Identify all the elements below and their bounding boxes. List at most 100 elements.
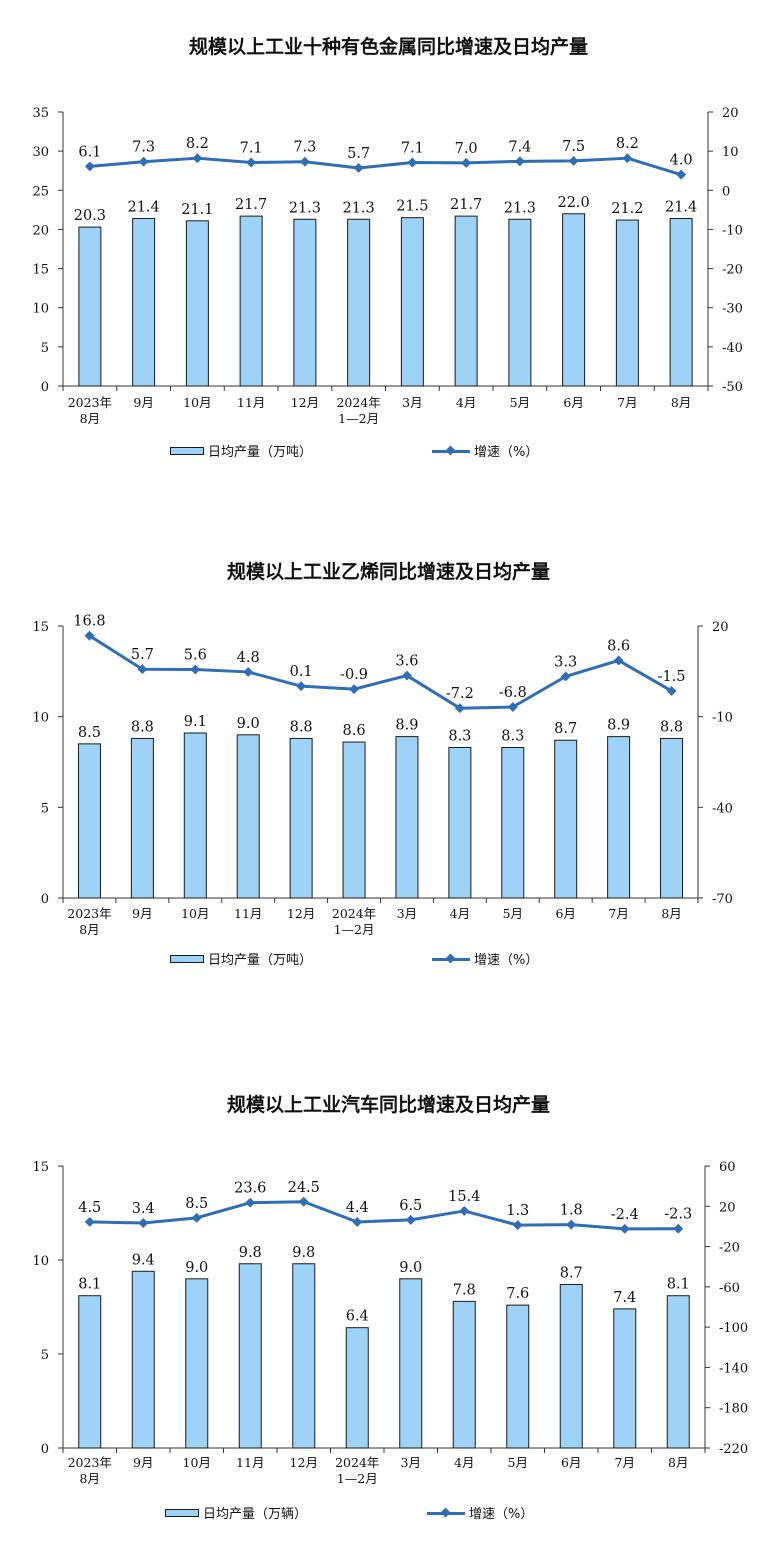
- bar-data-label: 22.0: [557, 195, 589, 211]
- bar-data-label: 9.0: [237, 716, 260, 732]
- line-point: [666, 686, 677, 696]
- line-data-label: 23.6: [234, 1181, 266, 1197]
- bar-data-label: 8.1: [78, 1277, 101, 1293]
- bar-data-label: 7.8: [453, 1282, 476, 1298]
- line-point: [246, 157, 257, 168]
- line-point: [512, 1220, 523, 1231]
- legend-bar-label: 日均产量（万吨）: [208, 445, 313, 460]
- x-tick-label: 5月: [510, 395, 530, 410]
- bar: [183, 732, 207, 899]
- bar-data-label: 21.7: [235, 197, 267, 213]
- bar-data-label: 7.6: [506, 1286, 529, 1302]
- line-point: [568, 155, 579, 166]
- line-point: [673, 1223, 684, 1234]
- x-tick-label: 2024年: [332, 906, 376, 921]
- bar: [615, 219, 639, 387]
- bar-data-label: 9.0: [185, 1260, 208, 1276]
- line-point: [296, 681, 307, 692]
- line-point: [84, 630, 95, 641]
- bar-data-label: 7.4: [613, 1290, 636, 1306]
- line-data-label: 16.8: [73, 614, 105, 630]
- bar: [236, 734, 260, 899]
- legend-bar-label: 日均产量（万吨）: [208, 953, 313, 968]
- x-tick-label: 2024年: [335, 1455, 379, 1470]
- bar-data-label: 8.3: [448, 728, 471, 744]
- bar: [130, 737, 154, 899]
- growth-line: [88, 634, 673, 710]
- bar-data-label: 21.4: [127, 199, 159, 215]
- line-data-label: 3.6: [395, 654, 418, 670]
- x-tick-label: 6月: [555, 906, 575, 921]
- growth-line: [89, 1200, 679, 1231]
- line-data-label: 1.8: [560, 1203, 583, 1219]
- line-point: [138, 156, 149, 167]
- x-tick-label: 10月: [183, 1455, 211, 1470]
- line-point: [191, 1212, 202, 1223]
- left-tick-label: 10: [32, 711, 49, 726]
- line-point: [622, 153, 633, 164]
- x-tick-label: 11月: [234, 906, 262, 921]
- line-point: [353, 163, 364, 173]
- line-point: [192, 153, 203, 164]
- left-tick-label: 0: [41, 892, 49, 907]
- x-tick-label: 4月: [450, 906, 470, 921]
- line-point: [243, 666, 254, 677]
- bar: [454, 215, 478, 387]
- x-tick-label: 6月: [561, 1455, 581, 1470]
- line-point: [405, 1214, 416, 1225]
- line-point: [560, 671, 571, 682]
- bar: [238, 1263, 262, 1449]
- left-tick-label: 25: [32, 184, 49, 199]
- x-tick-label: 7月: [615, 1455, 635, 1470]
- line-data-label: 5.6: [184, 648, 207, 664]
- line-data-label: 7.3: [293, 140, 316, 156]
- line-point: [402, 670, 412, 681]
- bar-data-label: 20.3: [74, 208, 106, 224]
- right-tick-label: -70: [712, 892, 733, 907]
- line-data-label: 8.6: [607, 638, 630, 654]
- x-tick-label: 1—2月: [337, 1471, 378, 1486]
- line-data-label: 6.5: [399, 1198, 422, 1214]
- bar-swatch-icon: [165, 1508, 199, 1517]
- line-data-label: 7.1: [401, 140, 424, 156]
- chart-automobile: 051015-220-180-140-100-60-2020602023年8月9…: [32, 1160, 748, 1486]
- line-point: [613, 655, 624, 666]
- bar-data-label: 21.5: [396, 199, 428, 215]
- right-tick-label: 20: [712, 620, 729, 635]
- chart-nonferrous: 05101520253035-50-40-30-20-10010202023年8…: [32, 106, 743, 426]
- right-tick-label: -50: [722, 380, 743, 395]
- x-tick-label: 8月: [79, 922, 99, 937]
- left-tick-label: 10: [32, 302, 49, 317]
- bar: [448, 746, 472, 899]
- bar-data-label: 21.4: [665, 199, 697, 215]
- right-tick-label: 10: [722, 145, 739, 160]
- right-tick-label: -10: [712, 711, 733, 726]
- bar: [131, 1270, 155, 1449]
- bar: [289, 737, 313, 899]
- bar-data-label: 8.1: [667, 1277, 690, 1293]
- right-tick-label: 20: [719, 1200, 736, 1215]
- bar: [613, 1308, 637, 1449]
- bar-swatch-icon: [170, 954, 204, 963]
- bar: [78, 1295, 102, 1449]
- bar: [347, 218, 371, 387]
- x-tick-label: 8月: [80, 1471, 100, 1486]
- line-point: [352, 1217, 363, 1227]
- bar: [666, 1295, 690, 1449]
- legend-bar-item: 日均产量（万吨）: [170, 441, 312, 460]
- line-swatch-icon: [427, 1507, 466, 1518]
- chart-legend: 日均产量（万吨） 增速（%）: [170, 441, 538, 460]
- bar-data-label: 9.8: [292, 1245, 315, 1261]
- line-data-label: 4.4: [346, 1200, 369, 1216]
- line-data-label: 7.3: [132, 140, 155, 156]
- line-point: [137, 664, 148, 675]
- bar-data-label: 8.3: [501, 728, 524, 744]
- line-swatch-icon: [432, 445, 471, 456]
- chart-title: 规模以上工业十种有色金属同比增速及日均产量: [188, 36, 588, 58]
- bar-data-label: 9.0: [399, 1260, 422, 1276]
- line-data-label: 7.4: [508, 139, 531, 155]
- line-point: [84, 1216, 95, 1227]
- right-tick-label: -220: [719, 1442, 748, 1457]
- bar-data-label: 8.5: [78, 725, 101, 741]
- bar-data-label: 8.9: [395, 718, 418, 734]
